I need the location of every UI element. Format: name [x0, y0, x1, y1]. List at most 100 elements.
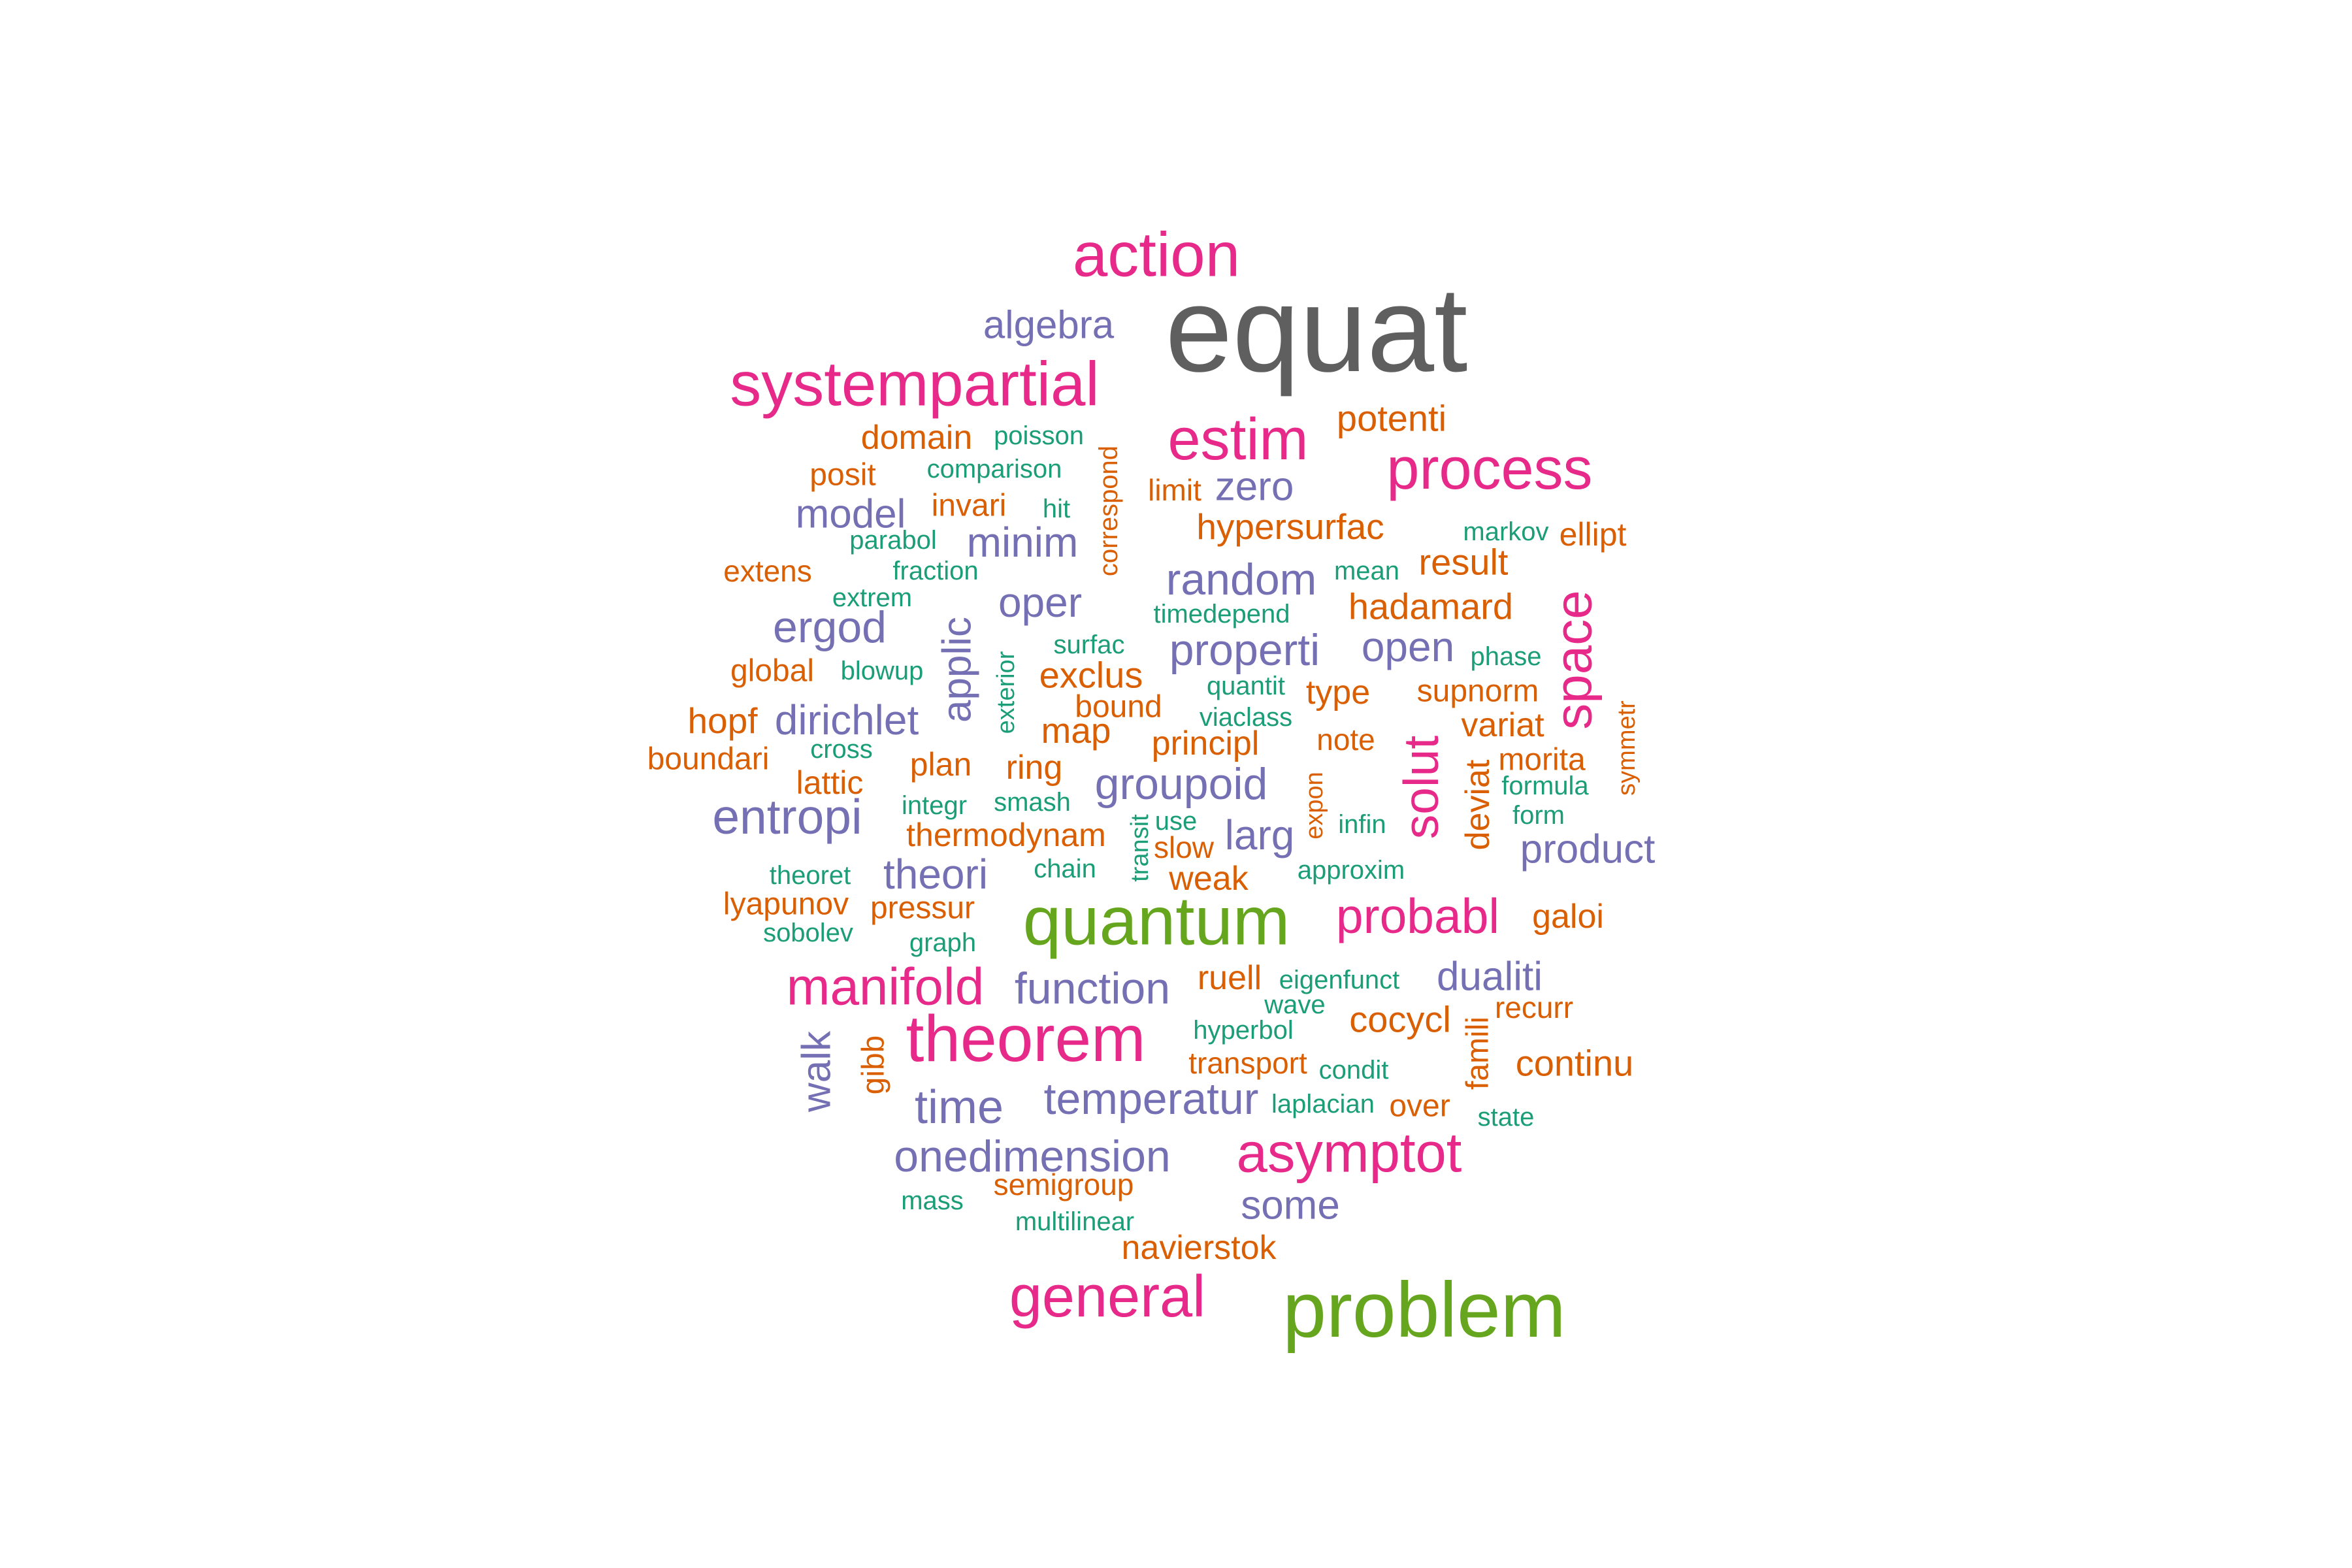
word-solut: solut	[1394, 736, 1448, 840]
word-galoi: galoi	[1532, 898, 1604, 936]
word-potenti: potenti	[1337, 398, 1446, 439]
word-zero: zero	[1215, 465, 1294, 510]
word-variat: variat	[1461, 706, 1544, 744]
word-surfac: surfac	[1054, 630, 1125, 659]
word-eigenfunct: eigenfunct	[1279, 966, 1400, 994]
word-theorem: theorem	[906, 1002, 1146, 1075]
word-gibb: gibb	[857, 1036, 891, 1095]
word-posit: posit	[809, 458, 875, 493]
word-applic: applic	[935, 617, 980, 723]
word-morita: morita	[1498, 743, 1586, 777]
word-smash: smash	[994, 788, 1071, 817]
word-form: form	[1512, 801, 1565, 830]
word-quantum: quantum	[1023, 883, 1290, 960]
word-infin: infin	[1338, 810, 1386, 839]
word-function: function	[1015, 964, 1170, 1013]
word-groupoid: groupoid	[1095, 759, 1268, 809]
word-probabl: probabl	[1336, 889, 1499, 943]
word-model: model	[796, 492, 906, 537]
word-state: state	[1478, 1103, 1535, 1132]
word-parabol: parabol	[849, 526, 936, 555]
word-hadamard: hadamard	[1348, 586, 1513, 627]
word-famili: famili	[1461, 1017, 1495, 1090]
word-wave: wave	[1264, 990, 1325, 1019]
word-sobolev: sobolev	[763, 919, 853, 947]
word-theoret: theoret	[770, 861, 851, 890]
word-pressur: pressur	[870, 891, 975, 926]
word-map: map	[1041, 710, 1111, 751]
word-supnorm: supnorm	[1417, 674, 1539, 709]
word-exterior: exterior	[992, 651, 1020, 734]
word-asymptot: asymptot	[1237, 1122, 1462, 1184]
word-time: time	[915, 1081, 1004, 1134]
word-deviat: deviat	[1459, 759, 1497, 850]
word-hit: hit	[1043, 495, 1070, 523]
word-navierstok: navierstok	[1122, 1229, 1277, 1267]
word-plan: plan	[910, 746, 972, 783]
word-viaclass: viaclass	[1200, 703, 1292, 732]
word-lyapunov: lyapunov	[723, 887, 849, 922]
word-minim: minim	[967, 519, 1079, 566]
word-hopf: hopf	[687, 700, 758, 741]
word-problem: problem	[1282, 1266, 1566, 1354]
word-oper: oper	[998, 579, 1082, 626]
word-walk: walk	[794, 1030, 840, 1113]
word-poisson: poisson	[994, 421, 1084, 450]
word-over: over	[1389, 1089, 1450, 1124]
word-space: space	[1544, 590, 1603, 729]
word-mass: mass	[901, 1186, 964, 1215]
word-fraction: fraction	[892, 557, 978, 585]
word-semigroup: semigroup	[994, 1168, 1134, 1201]
word-multilinear: multilinear	[1015, 1207, 1134, 1236]
word-expon: expon	[1301, 772, 1328, 840]
word-weak: weak	[1168, 860, 1249, 898]
word-cloud-words: equat problem quantum theorem action systempa…	[647, 220, 1656, 1354]
word-temperatur: temperatur	[1044, 1074, 1259, 1124]
word-recurr: recurr	[1495, 990, 1573, 1024]
word-note: note	[1316, 723, 1375, 757]
word-use: use	[1155, 807, 1198, 836]
word-bound: bound	[1075, 690, 1162, 725]
word-equat: equat	[1166, 263, 1468, 397]
word-exclus: exclus	[1039, 655, 1143, 696]
word-result: result	[1419, 542, 1509, 583]
word-hypersurfac: hypersurfac	[1196, 506, 1384, 547]
word-hyperbol: hyperbol	[1193, 1016, 1293, 1045]
word-extrem: extrem	[832, 583, 912, 612]
word-cocycl: cocycl	[1349, 999, 1451, 1040]
word-theori: theori	[883, 851, 988, 898]
word-comparison: comparison	[927, 455, 1062, 483]
word-ergod: ergod	[773, 602, 887, 652]
word-invari: invari	[932, 489, 1007, 523]
word-extens: extens	[723, 554, 812, 588]
word-integr: integr	[902, 791, 967, 820]
word-domain: domain	[861, 419, 973, 457]
word-entropi: entropi	[712, 789, 862, 844]
word-boundari: boundari	[647, 742, 770, 777]
word-manifold: manifold	[787, 958, 984, 1016]
word-properti: properti	[1169, 625, 1320, 675]
word-limit: limit	[1148, 473, 1201, 507]
word-ruell: ruell	[1198, 959, 1262, 997]
word-continu: continu	[1516, 1043, 1634, 1084]
word-process: process	[1386, 436, 1592, 502]
word-some: some	[1241, 1183, 1340, 1228]
word-ellipt: ellipt	[1560, 516, 1627, 553]
word-estim: estim	[1168, 407, 1308, 472]
word-lattic: lattic	[796, 764, 864, 801]
word-general: general	[1009, 1264, 1205, 1330]
word-slow: slow	[1154, 830, 1215, 864]
word-cross: cross	[810, 735, 873, 764]
word-dirichlet: dirichlet	[775, 696, 919, 743]
word-systempartial: systempartial	[730, 350, 1100, 419]
word-approxim: approxim	[1298, 856, 1405, 885]
word-graph: graph	[909, 928, 976, 957]
word-global: global	[730, 654, 814, 689]
word-correspond: correspond	[1094, 446, 1123, 576]
word-type: type	[1306, 674, 1370, 711]
word-timedepend: timedepend	[1153, 600, 1290, 629]
word-algebra: algebra	[983, 303, 1115, 347]
word-dualiti: dualiti	[1437, 955, 1543, 1000]
word-transport: transport	[1188, 1046, 1307, 1080]
